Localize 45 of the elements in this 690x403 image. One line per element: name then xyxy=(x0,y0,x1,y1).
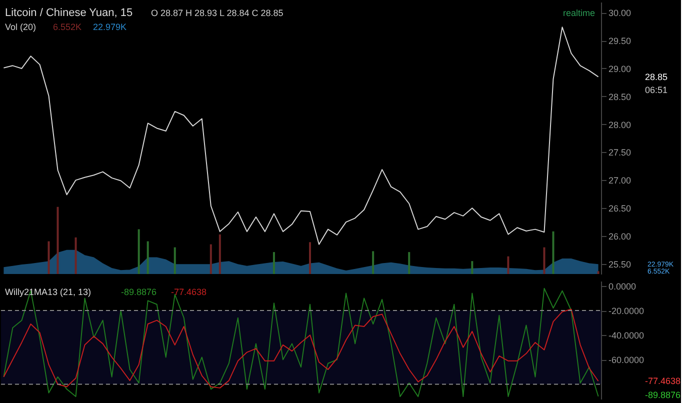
annotation: 22.979K xyxy=(93,22,127,32)
bar xyxy=(372,251,374,274)
bar xyxy=(543,247,546,274)
text: -89.8876 xyxy=(645,390,681,400)
y-tick-label: 28.50 xyxy=(608,92,632,102)
bar xyxy=(597,271,600,274)
text: -77.4638 xyxy=(645,376,681,386)
bar xyxy=(48,241,50,274)
bar xyxy=(309,242,312,274)
chart-title: Litcoin / Chinese Yuan, 15 xyxy=(5,7,133,19)
bar xyxy=(408,252,410,274)
y-tick-label: 29.50 xyxy=(608,36,632,46)
y-tick-label: 27.50 xyxy=(608,148,632,158)
annotation: -77.4638 xyxy=(171,287,207,297)
bar xyxy=(146,241,149,274)
line-series xyxy=(3,288,599,398)
bar xyxy=(138,229,140,274)
y-tick-label: -20.0000 xyxy=(608,306,644,316)
bar xyxy=(74,237,77,274)
y-tick-label: -40.0000 xyxy=(608,330,644,341)
y-tick-label: 26.50 xyxy=(608,204,632,214)
bar xyxy=(471,261,474,274)
bar xyxy=(552,231,554,274)
y-tick-label: 30.00 xyxy=(608,8,632,18)
y-tick-label: 27.00 xyxy=(608,176,632,186)
text: 06:51 xyxy=(645,85,668,95)
bar xyxy=(272,252,275,274)
annotation: realtime xyxy=(562,8,595,18)
annotation: O 28.87 H 28.93 L 28.84 C 28.85 xyxy=(151,8,284,18)
annotation: -89.8876 xyxy=(121,287,157,297)
bar xyxy=(56,206,59,274)
text: Willy21MA13 (21, 13) xyxy=(5,287,92,297)
bar xyxy=(218,234,221,274)
bar xyxy=(210,244,212,274)
y-tick-label: 26.00 xyxy=(608,232,632,242)
bar xyxy=(174,247,176,274)
y-tick-label: 28.00 xyxy=(608,120,632,130)
text: 28.85 xyxy=(645,72,668,82)
annotation: 6.552K xyxy=(53,22,82,32)
annotation: Vol (20) xyxy=(5,22,36,32)
bar xyxy=(507,256,510,274)
y-tick-label: -60.0000 xyxy=(608,355,644,366)
y-tick-label: 0.0000 xyxy=(608,281,636,292)
y-tick-label: 29.00 xyxy=(608,64,632,74)
y-tick-label: 25.50 xyxy=(608,259,632,270)
